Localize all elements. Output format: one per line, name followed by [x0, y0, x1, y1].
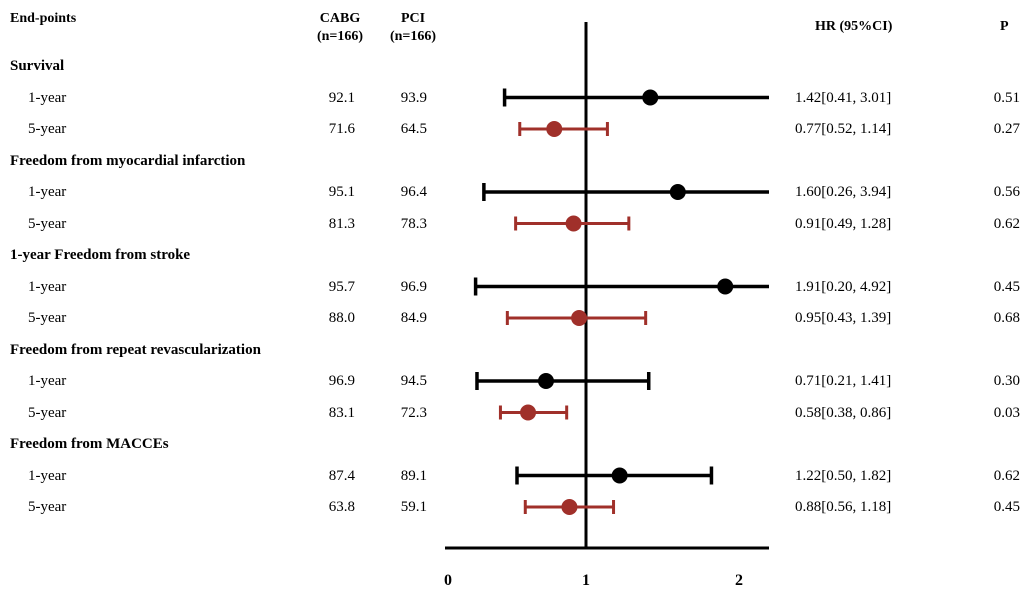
- row-label: 1-year: [28, 373, 67, 389]
- p-value: 0.03: [993, 404, 1020, 421]
- p-value: 0.27: [993, 121, 1020, 137]
- hr-ci-text: 1.42[0.41, 3.01]: [795, 89, 892, 106]
- pci-value: 93.9: [400, 89, 427, 106]
- p-value: 0.45: [993, 278, 1020, 295]
- x-tick-label: 2: [735, 572, 743, 589]
- group-title: Freedom from MACCEs: [10, 436, 169, 452]
- cabg-header-label: CABG: [319, 11, 361, 26]
- pci-value: 64.5: [400, 121, 427, 137]
- p-value: 0.62: [993, 467, 1020, 484]
- endpoints-header: End-points: [10, 11, 77, 26]
- hr-point: [642, 89, 659, 106]
- p-value: 0.45: [993, 499, 1020, 515]
- cabg-value: 83.1: [328, 404, 355, 421]
- cabg-header: CABG (n=166): [305, 10, 375, 46]
- hr-ci-text: 0.91[0.49, 1.28]: [795, 215, 892, 232]
- pci-value: 78.3: [400, 215, 427, 232]
- cabg-value: 81.3: [328, 215, 355, 232]
- pci-value: 84.9: [400, 310, 427, 326]
- hr-point: [611, 467, 628, 484]
- hr-point: [571, 310, 588, 326]
- pci-header-label: PCI: [400, 11, 426, 26]
- row-label: 5-year: [28, 310, 67, 326]
- hr-ci-text: 0.77[0.52, 1.14]: [795, 121, 892, 137]
- hr-point: [717, 278, 734, 295]
- cabg-value: 95.1: [328, 184, 355, 200]
- pci-value: 72.3: [400, 404, 427, 421]
- hr-point: [669, 184, 686, 200]
- row-label: 5-year: [28, 121, 67, 137]
- pci-header: PCI (n=166): [378, 10, 448, 46]
- cabg-value: 63.8: [328, 499, 355, 515]
- p-value: 0.30: [993, 373, 1020, 389]
- cabg-value: 95.7: [328, 278, 355, 295]
- hr-point: [537, 373, 554, 389]
- cabg-value: 96.9: [328, 373, 355, 389]
- group-title: 1-year Freedom from stroke: [10, 247, 191, 263]
- hr-point: [561, 499, 578, 515]
- row-label: 5-year: [28, 215, 67, 232]
- hr-ci-text: 1.91[0.20, 4.92]: [795, 278, 892, 295]
- row-label: 1-year: [28, 467, 67, 484]
- hr-ci-text: 0.88[0.56, 1.18]: [795, 499, 892, 515]
- hr-point: [520, 404, 537, 421]
- pci-header-n: (n=166): [389, 29, 437, 44]
- pci-value: 94.5: [400, 373, 427, 389]
- p-value: 0.68: [993, 310, 1020, 326]
- row-label: 1-year: [28, 89, 67, 106]
- hr-point: [546, 121, 563, 137]
- p-value: 0.51: [993, 89, 1020, 106]
- group-title: Survival: [10, 58, 65, 74]
- x-tick-label: 0: [444, 572, 452, 589]
- cabg-value: 88.0: [328, 310, 355, 326]
- hr-ci-text: 1.22[0.50, 1.82]: [795, 467, 892, 484]
- hr-ci-text: 0.58[0.38, 0.86]: [795, 404, 892, 421]
- group-title: Freedom from myocardial infarction: [10, 152, 246, 169]
- pci-value: 59.1: [400, 499, 427, 515]
- pci-value: 96.4: [400, 184, 427, 200]
- row-label: 1-year: [28, 278, 67, 295]
- cabg-value: 87.4: [328, 467, 355, 484]
- p-value: 0.62: [993, 215, 1020, 232]
- x-tick-label: 1: [582, 572, 590, 589]
- cabg-header-n: (n=166): [316, 29, 364, 44]
- hr-ci-text: 1.60[0.26, 3.94]: [795, 184, 892, 200]
- cabg-value: 92.1: [328, 89, 355, 106]
- hr-header: HR (95%CI): [815, 19, 893, 34]
- pci-value: 89.1: [400, 467, 427, 484]
- cabg-value: 71.6: [328, 121, 355, 137]
- row-label: 5-year: [28, 404, 67, 421]
- hr-ci-text: 0.95[0.43, 1.39]: [795, 310, 892, 326]
- row-label: 5-year: [28, 499, 67, 515]
- p-header: P: [1000, 19, 1009, 34]
- group-title: Freedom from repeat revascularization: [10, 341, 261, 358]
- hr-point: [565, 215, 582, 232]
- row-label: 1-year: [28, 184, 67, 200]
- pci-value: 96.9: [400, 278, 427, 295]
- p-value: 0.56: [993, 184, 1020, 200]
- hr-ci-text: 0.71[0.21, 1.41]: [795, 373, 892, 389]
